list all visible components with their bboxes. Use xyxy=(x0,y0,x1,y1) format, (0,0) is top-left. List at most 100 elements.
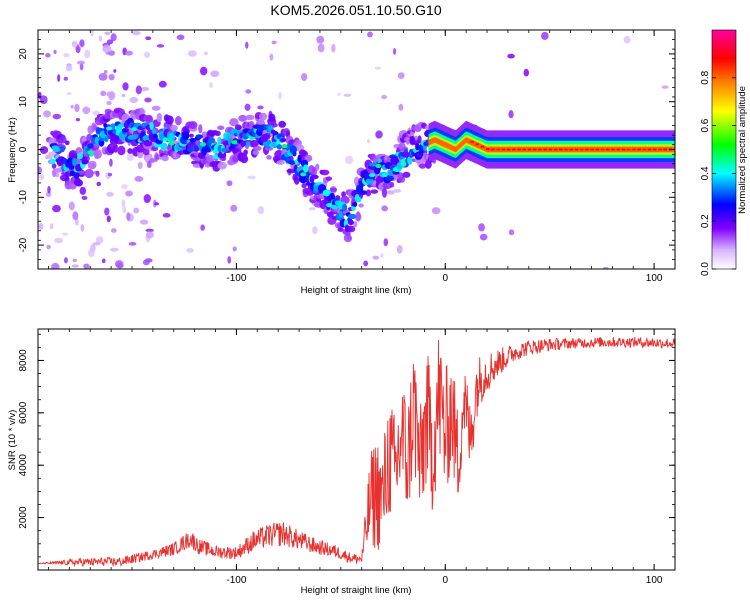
spectrogram-noise-cell xyxy=(88,248,95,258)
snr-series-line xyxy=(38,336,675,568)
spectrogram-noise-cell xyxy=(245,41,249,49)
spectrogram-noise-cell xyxy=(49,223,54,230)
spectrogram-noise-cell xyxy=(247,175,256,180)
spectrogram-noise-cell xyxy=(129,96,139,104)
spectrogram-noise-cell xyxy=(144,97,152,103)
spectrogram-ridge-cell xyxy=(292,150,297,157)
spectrogram-band-peak xyxy=(548,148,553,151)
spectrogram-noise-cell xyxy=(523,68,530,77)
spectrogram-noise-cell xyxy=(345,155,354,165)
spectrogram-noise-cell xyxy=(79,39,85,47)
spectrogram-noise-cell xyxy=(66,91,72,96)
spectrogram-noise-cell xyxy=(392,47,397,55)
spectrogram-band-peak xyxy=(600,148,605,151)
spectrogram-noise-cell xyxy=(145,228,154,233)
spectrogram-halo-cell xyxy=(64,140,70,146)
spectrogram-band-peak xyxy=(512,148,516,151)
spectrogram-noise-cell xyxy=(54,237,64,244)
spectrogram-noise-cell xyxy=(301,72,308,82)
spectrogram-halo-cell xyxy=(266,154,272,160)
spectrogram-halo-cell xyxy=(245,114,255,121)
spectrogram-noise-cell xyxy=(151,105,161,111)
spectrogram-halo-cell xyxy=(325,176,333,181)
spectrogram-band-peak xyxy=(501,148,506,151)
spectrogram-noise-cell xyxy=(45,191,52,198)
spectrogram-band-peak xyxy=(480,145,485,148)
spectrogram-band-peak xyxy=(470,140,474,143)
spectrogram-noise-cell xyxy=(331,43,336,53)
spectrogram-halo-cell xyxy=(315,163,320,171)
spectrogram-ridge-cell xyxy=(240,139,246,147)
spectrogram-noise-cell xyxy=(232,246,237,252)
spectrogram-y-tick-label: -10 xyxy=(18,190,29,205)
spectrogram-noise-cell xyxy=(113,69,117,73)
spectrogram-halo-cell xyxy=(252,145,262,152)
spectrogram-noise-cell xyxy=(121,93,126,97)
spectrogram-noise-cell xyxy=(134,175,144,182)
spectrogram-ridge-cell xyxy=(329,192,336,201)
spectrogram-halo-cell xyxy=(86,133,93,142)
spectrogram-noise-cell xyxy=(92,110,101,116)
spectrogram-noise-cell xyxy=(142,259,150,266)
spectrogram-noise-cell xyxy=(398,103,404,111)
spectrogram-noise-cell xyxy=(199,66,208,76)
spectrogram-noise-cell xyxy=(45,53,51,58)
spectrogram-ridge-cell xyxy=(104,135,109,143)
spectrogram-noise-cell xyxy=(271,40,277,45)
spectrogram-halo-cell xyxy=(189,133,194,138)
spectrogram-halo-cell xyxy=(229,118,239,127)
spectrogram-ridge-cell xyxy=(310,174,319,180)
spectrogram-halo-cell xyxy=(156,112,163,123)
spectrogram-noise-cell xyxy=(92,241,101,246)
spectrogram-ridge-cell xyxy=(351,202,358,207)
spectrogram-band-peak xyxy=(606,148,610,151)
spectrogram-band-peak xyxy=(559,148,563,151)
spectrogram-ridge-cell xyxy=(302,164,309,173)
spectrogram-halo-cell xyxy=(286,168,296,174)
spectrogram-band-peak xyxy=(475,143,480,146)
spectrogram-halo-cell xyxy=(418,163,427,169)
spectrogram-noise-cell xyxy=(337,92,341,96)
spectrogram-peak-cell xyxy=(300,172,307,177)
spectrogram-noise-cell xyxy=(396,245,403,254)
spectrogram-ridge-cell xyxy=(195,134,204,139)
spectrogram-noise-cell xyxy=(57,74,61,82)
spectrogram-ridge-cell xyxy=(72,158,78,167)
spectrogram-noise-cell xyxy=(145,231,154,239)
spectrogram-ridge-cell xyxy=(181,131,190,140)
spectrogram-band-peak xyxy=(491,148,495,151)
snr-y-tick-label: 6000 xyxy=(18,401,29,424)
spectrogram-noise-cell xyxy=(38,91,42,100)
spectrogram-noise-cell xyxy=(82,106,91,115)
spectrogram-band-peak xyxy=(632,148,636,151)
spectrogram-halo-cell xyxy=(51,163,57,169)
spectrogram-ridge-cell xyxy=(110,135,120,142)
snr-x-tick-label: 100 xyxy=(646,575,663,586)
snr-plot-area xyxy=(38,329,675,570)
spectrogram-noise-cell xyxy=(367,31,373,38)
spectrogram-noise-cell xyxy=(80,223,85,232)
spectrogram-noise-cell xyxy=(269,53,274,61)
spectrogram-noise-cell xyxy=(200,224,206,231)
spectrogram-ridge-cell xyxy=(390,156,400,165)
spectrogram-noise-cell xyxy=(100,90,107,97)
spectrogram-noise-cell xyxy=(386,190,395,195)
spectrogram-noise-cell xyxy=(83,263,90,269)
spectrogram-halo-cell xyxy=(370,189,379,194)
spectrogram-noise-cell xyxy=(104,31,111,36)
spectrogram-halo-cell xyxy=(117,145,126,156)
spectrogram-ridge-cell xyxy=(73,171,80,179)
spectrogram-halo-cell xyxy=(417,135,422,144)
spectrogram-noise-cell xyxy=(125,190,133,197)
spectrogram-noise-cell xyxy=(308,207,316,211)
spectrogram-noise-cell xyxy=(343,93,352,97)
spectrogram-band-peak xyxy=(532,148,537,151)
spectrogram-ridge-cell xyxy=(121,128,129,133)
spectrogram-noise-cell xyxy=(84,49,91,59)
spectrogram-noise-cell xyxy=(602,266,609,269)
spectrogram-ridge-cell xyxy=(217,136,222,145)
spectrogram-noise-cell xyxy=(38,222,44,231)
spectrogram-noise-cell xyxy=(39,174,45,180)
spectrogram-ridge-cell xyxy=(338,210,343,219)
spectrogram-noise-cell xyxy=(61,232,69,236)
